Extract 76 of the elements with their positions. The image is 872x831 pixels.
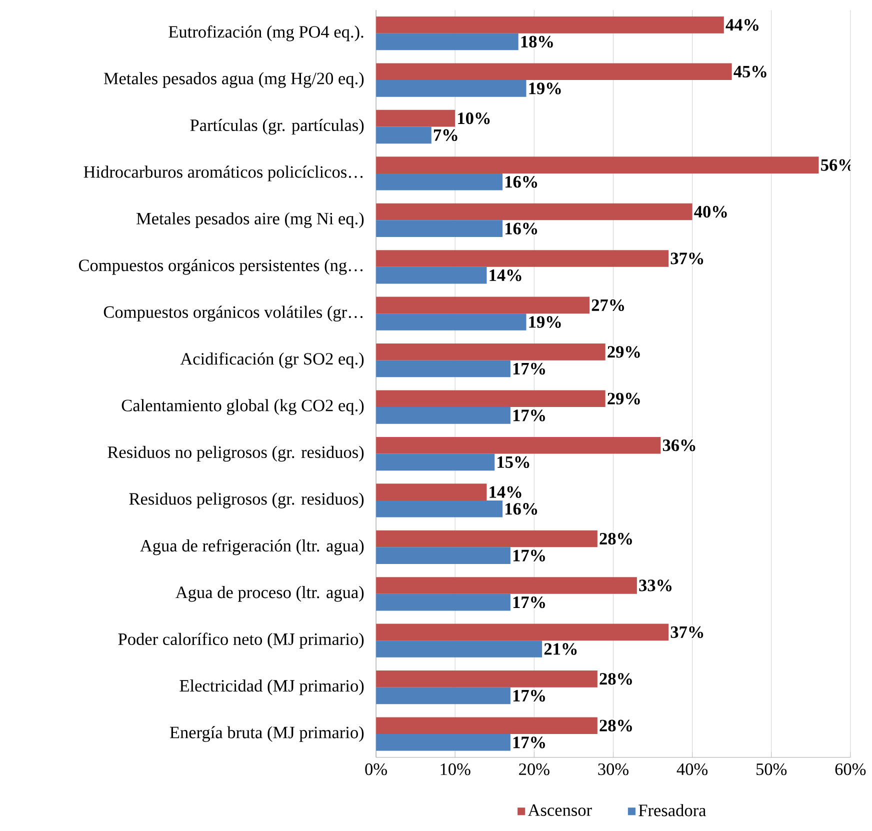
x-tick-label: 10%	[440, 763, 470, 776]
bar	[376, 670, 598, 688]
bar	[376, 156, 819, 174]
y-tick-label: Agua de refrigeración (ltr. agua)	[140, 539, 364, 556]
data-label: 10%	[458, 112, 490, 124]
bar	[376, 296, 590, 314]
bar	[376, 343, 606, 360]
data-label: 19%	[529, 82, 561, 94]
bar	[376, 640, 542, 658]
y-tick-label: Poder calorífico neto (MJ primario)	[118, 632, 364, 648]
y-tick-label: Residuos peligrosos (gr. residuos)	[129, 492, 364, 508]
y-tick-label: Agua de proceso (ltr. agua)	[176, 586, 364, 602]
legend-label: Ascensor	[528, 804, 592, 816]
x-tick-label: 40%	[676, 763, 708, 776]
y-tick-label: Partículas (gr. partículas)	[190, 118, 364, 135]
bar	[376, 717, 598, 734]
data-label: 44%	[726, 18, 758, 31]
data-label: 17%	[513, 550, 545, 562]
data-label: 7%	[434, 129, 458, 141]
y-tick-label: Residuos no peligrosos (gr. residuos)	[108, 446, 364, 462]
y-tick-label: Calentamiento global (kg CO2 eq.)	[122, 399, 364, 415]
data-label: 27%	[592, 299, 624, 311]
bar	[376, 547, 510, 564]
data-label: 29%	[608, 392, 640, 404]
y-tick-label: Metales pesados aire (mg Ni eq.)	[136, 212, 364, 228]
bar	[376, 33, 518, 50]
data-label: 17%	[513, 362, 545, 375]
x-tick-label: 60%	[835, 763, 866, 776]
data-label: 18%	[521, 36, 553, 48]
data-label: 29%	[608, 346, 640, 358]
data-label: 14%	[490, 269, 522, 282]
bar	[376, 126, 432, 144]
data-label: 17%	[513, 690, 545, 702]
data-label: 36%	[662, 439, 696, 452]
bar	[376, 360, 510, 378]
y-tick-label: Compuestos orgánicos volátiles (gr…	[104, 306, 363, 322]
data-label: 16%	[506, 502, 538, 515]
bar	[376, 594, 510, 611]
data-label: 33%	[639, 580, 672, 592]
legend-label: Fresadora	[638, 804, 706, 816]
data-label: 28%	[600, 720, 632, 732]
bar	[376, 734, 510, 751]
bar	[376, 80, 526, 97]
y-tick-label: Acidificación (gr SO2 eq.)	[180, 352, 364, 368]
y-tick-label: Metales pesados agua (mg Hg/20 eq.)	[104, 72, 364, 88]
bar	[376, 454, 495, 471]
x-tick-label: 0%	[365, 763, 387, 776]
bar	[376, 406, 510, 424]
bar	[376, 530, 598, 548]
data-label: 17%	[513, 410, 545, 422]
data-label: 19%	[529, 316, 561, 328]
x-tick-label: 30%	[598, 763, 628, 776]
y-tick-label: Energía bruta (MJ primario)	[170, 726, 364, 742]
data-label: 17%	[513, 736, 545, 748]
data-label: 14%	[490, 486, 522, 498]
bar	[376, 687, 510, 704]
data-label: 37%	[670, 626, 704, 638]
bar	[376, 314, 526, 330]
x-tick-label: 20%	[519, 763, 550, 776]
data-label: 16%	[506, 222, 538, 234]
y-tick-label: Electricidad (MJ primario)	[180, 679, 364, 696]
data-label: 21%	[544, 643, 577, 655]
y-tick-label: Hidrocarburos aromáticos policíclicos…	[84, 166, 363, 182]
bar	[376, 110, 456, 127]
data-label: 45%	[734, 66, 766, 78]
data-label: 17%	[513, 596, 545, 608]
data-label: 28%	[600, 673, 632, 685]
y-tick-label: Eutrofización (mg PO4 eq.).	[168, 25, 364, 42]
data-label: 16%	[506, 176, 538, 188]
x-tick-label: 50%	[756, 763, 787, 776]
data-label: 40%	[694, 206, 727, 218]
data-label: 37%	[670, 252, 704, 264]
data-label: 15%	[498, 456, 530, 468]
data-label: 28%	[600, 532, 632, 545]
y-tick-label: Compuestos orgánicos persistentes (ng…	[78, 258, 363, 275]
bar	[376, 390, 606, 407]
